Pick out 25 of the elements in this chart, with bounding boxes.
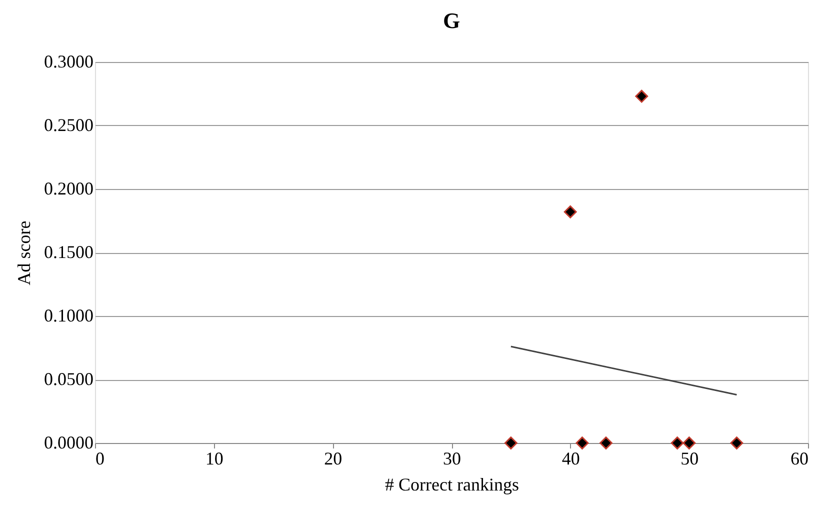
point — [504, 436, 518, 450]
x-tick-label: 30 — [443, 448, 461, 468]
point — [635, 90, 648, 103]
y-tick-label: 0.0000 — [44, 432, 94, 452]
y-axis-title: Ad score — [14, 220, 34, 286]
y-tick-label: 0.3000 — [44, 52, 94, 72]
point — [564, 205, 577, 218]
y-tick-label: 0.2000 — [44, 178, 94, 198]
x-tick-label: 40 — [562, 448, 580, 468]
x-tick-label: 10 — [205, 448, 224, 468]
chart-title: G — [442, 8, 460, 33]
y-tick-label: 0.2500 — [44, 115, 94, 135]
x-axis-title: # Correct rankings — [385, 474, 519, 494]
x-tick-label: 0 — [96, 448, 104, 468]
point — [670, 436, 684, 450]
x-tick-label: 60 — [790, 448, 808, 468]
x-tick-label: 50 — [680, 448, 699, 468]
x-tick-label: 20 — [324, 448, 342, 468]
point — [600, 436, 612, 450]
y-tick-label: 0.1000 — [44, 306, 94, 326]
point — [682, 436, 696, 450]
point — [730, 436, 744, 450]
point — [576, 436, 589, 450]
y-tick-label: 0.1500 — [44, 242, 94, 262]
y-tick-label: 0.0500 — [44, 369, 94, 389]
